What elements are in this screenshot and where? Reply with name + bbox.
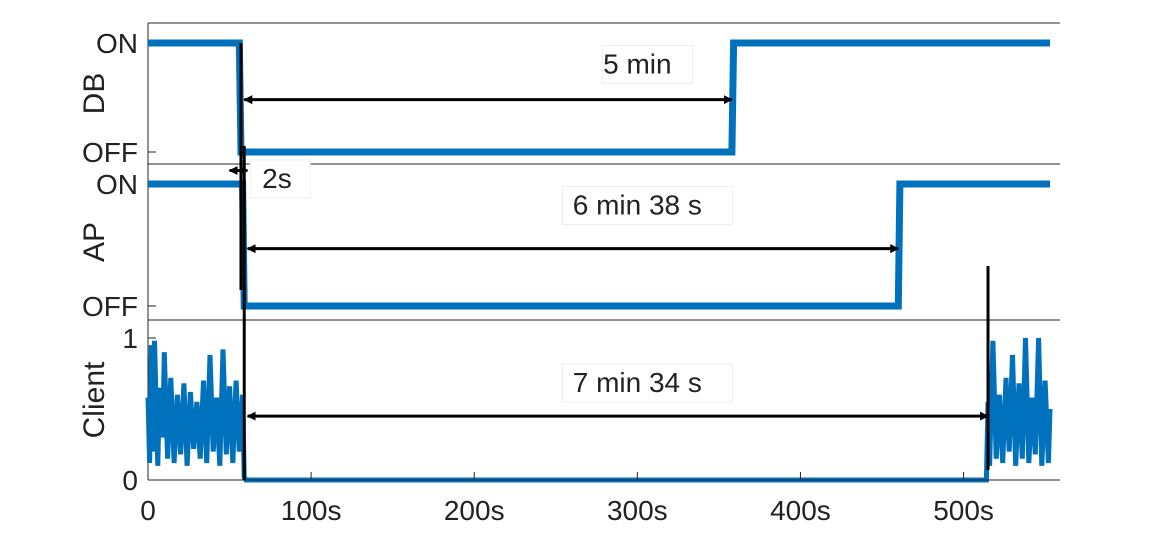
- series-line-client: [145, 337, 1053, 483]
- y-tick-label-client-0: 0: [122, 465, 138, 496]
- annotation-box-2: [561, 186, 733, 225]
- annotation-box-3: [561, 363, 733, 403]
- annotation-label-0: 5 min: [603, 49, 671, 80]
- y-axis-title-client: Client: [78, 361, 111, 438]
- y-tick-label-client-1: 1: [122, 323, 138, 354]
- y-axis-title-db: DB: [78, 73, 111, 115]
- x-tick-label-5: 500s: [933, 495, 994, 526]
- y-axis-title-ap: AP: [78, 222, 111, 262]
- x-tick-label-2: 200s: [444, 495, 505, 526]
- x-tick-label-0: 0: [140, 495, 156, 526]
- y-tick-label-ap-0: OFF: [82, 291, 138, 322]
- x-tick-label-1: 100s: [281, 495, 342, 526]
- series-line-ap: [148, 180, 1050, 310]
- series-line-db: [148, 39, 1050, 156]
- annotation-label-1: 2s: [262, 163, 292, 194]
- annotation-label-3: 7 min 34 s: [573, 367, 702, 398]
- y-tick-label-ap-1: ON: [96, 169, 138, 200]
- annotation-label-2: 6 min 38 s: [573, 190, 702, 221]
- y-tick-label-db-0: OFF: [82, 137, 138, 168]
- annotation-box-1: [249, 159, 311, 199]
- x-tick-label-3: 300s: [607, 495, 668, 526]
- y-tick-label-db-1: ON: [96, 28, 138, 59]
- x-tick-label-4: 400s: [770, 495, 831, 526]
- annotation-box-0: [601, 45, 693, 85]
